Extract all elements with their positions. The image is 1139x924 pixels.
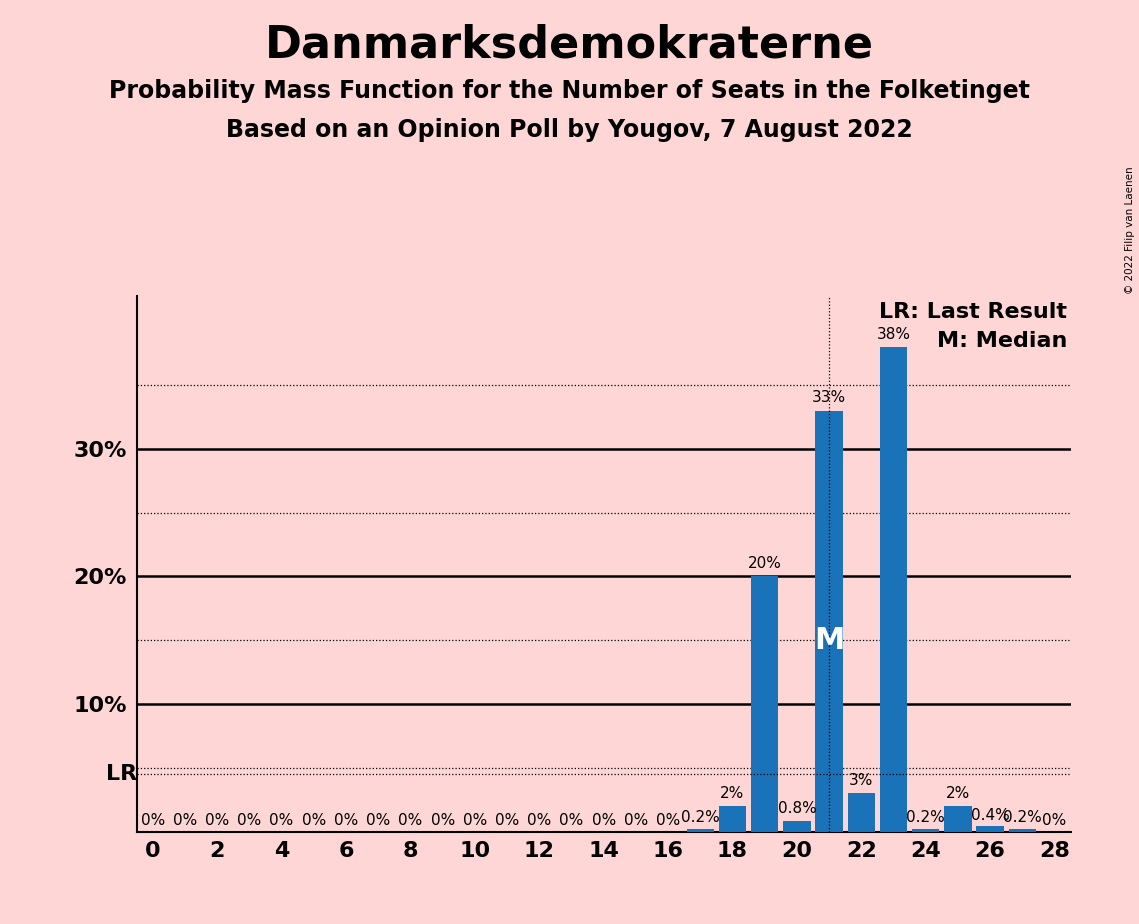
Bar xyxy=(751,577,778,832)
Text: 0%: 0% xyxy=(624,813,648,829)
Bar xyxy=(879,346,907,832)
Text: 0%: 0% xyxy=(431,813,454,829)
Bar xyxy=(976,826,1003,832)
Bar xyxy=(944,806,972,832)
Text: 0%: 0% xyxy=(656,813,680,829)
Text: 0%: 0% xyxy=(495,813,519,829)
Text: 2%: 2% xyxy=(945,786,970,801)
Bar xyxy=(912,829,940,832)
Text: 0%: 0% xyxy=(173,813,197,829)
Text: 2%: 2% xyxy=(720,786,745,801)
Text: Probability Mass Function for the Number of Seats in the Folketinget: Probability Mass Function for the Number… xyxy=(109,79,1030,103)
Text: 3%: 3% xyxy=(850,773,874,788)
Text: 0%: 0% xyxy=(399,813,423,829)
Bar xyxy=(847,794,875,832)
Text: 0%: 0% xyxy=(270,813,294,829)
Text: 38%: 38% xyxy=(877,326,910,342)
Text: LR: LR xyxy=(106,764,137,784)
Text: 0.2%: 0.2% xyxy=(907,810,945,825)
Text: 0.8%: 0.8% xyxy=(778,801,817,816)
Text: 0%: 0% xyxy=(527,813,551,829)
Bar xyxy=(1009,829,1036,832)
Text: 0.2%: 0.2% xyxy=(681,810,720,825)
Text: M: Median: M: Median xyxy=(937,332,1067,351)
Text: 33%: 33% xyxy=(812,391,846,406)
Text: 20%: 20% xyxy=(748,556,781,571)
Text: 0%: 0% xyxy=(205,813,229,829)
Text: © 2022 Filip van Laenen: © 2022 Filip van Laenen xyxy=(1125,166,1134,294)
Text: 0%: 0% xyxy=(559,813,583,829)
Text: M: M xyxy=(814,626,844,655)
Bar xyxy=(816,410,843,832)
Text: 0%: 0% xyxy=(334,813,358,829)
Text: 0.2%: 0.2% xyxy=(1003,810,1042,825)
Text: 0%: 0% xyxy=(237,813,262,829)
Text: 0%: 0% xyxy=(302,813,326,829)
Bar xyxy=(784,821,811,832)
Text: 0%: 0% xyxy=(462,813,487,829)
Text: 0%: 0% xyxy=(140,813,165,829)
Text: Based on an Opinion Poll by Yougov, 7 August 2022: Based on an Opinion Poll by Yougov, 7 Au… xyxy=(227,118,912,142)
Text: 0%: 0% xyxy=(366,813,391,829)
Text: 0.4%: 0.4% xyxy=(970,808,1009,822)
Text: LR: Last Result: LR: Last Result xyxy=(879,302,1067,322)
Bar xyxy=(687,829,714,832)
Text: 0%: 0% xyxy=(591,813,616,829)
Bar xyxy=(719,806,746,832)
Text: 0%: 0% xyxy=(1042,813,1067,829)
Text: Danmarksdemokraterne: Danmarksdemokraterne xyxy=(265,23,874,67)
